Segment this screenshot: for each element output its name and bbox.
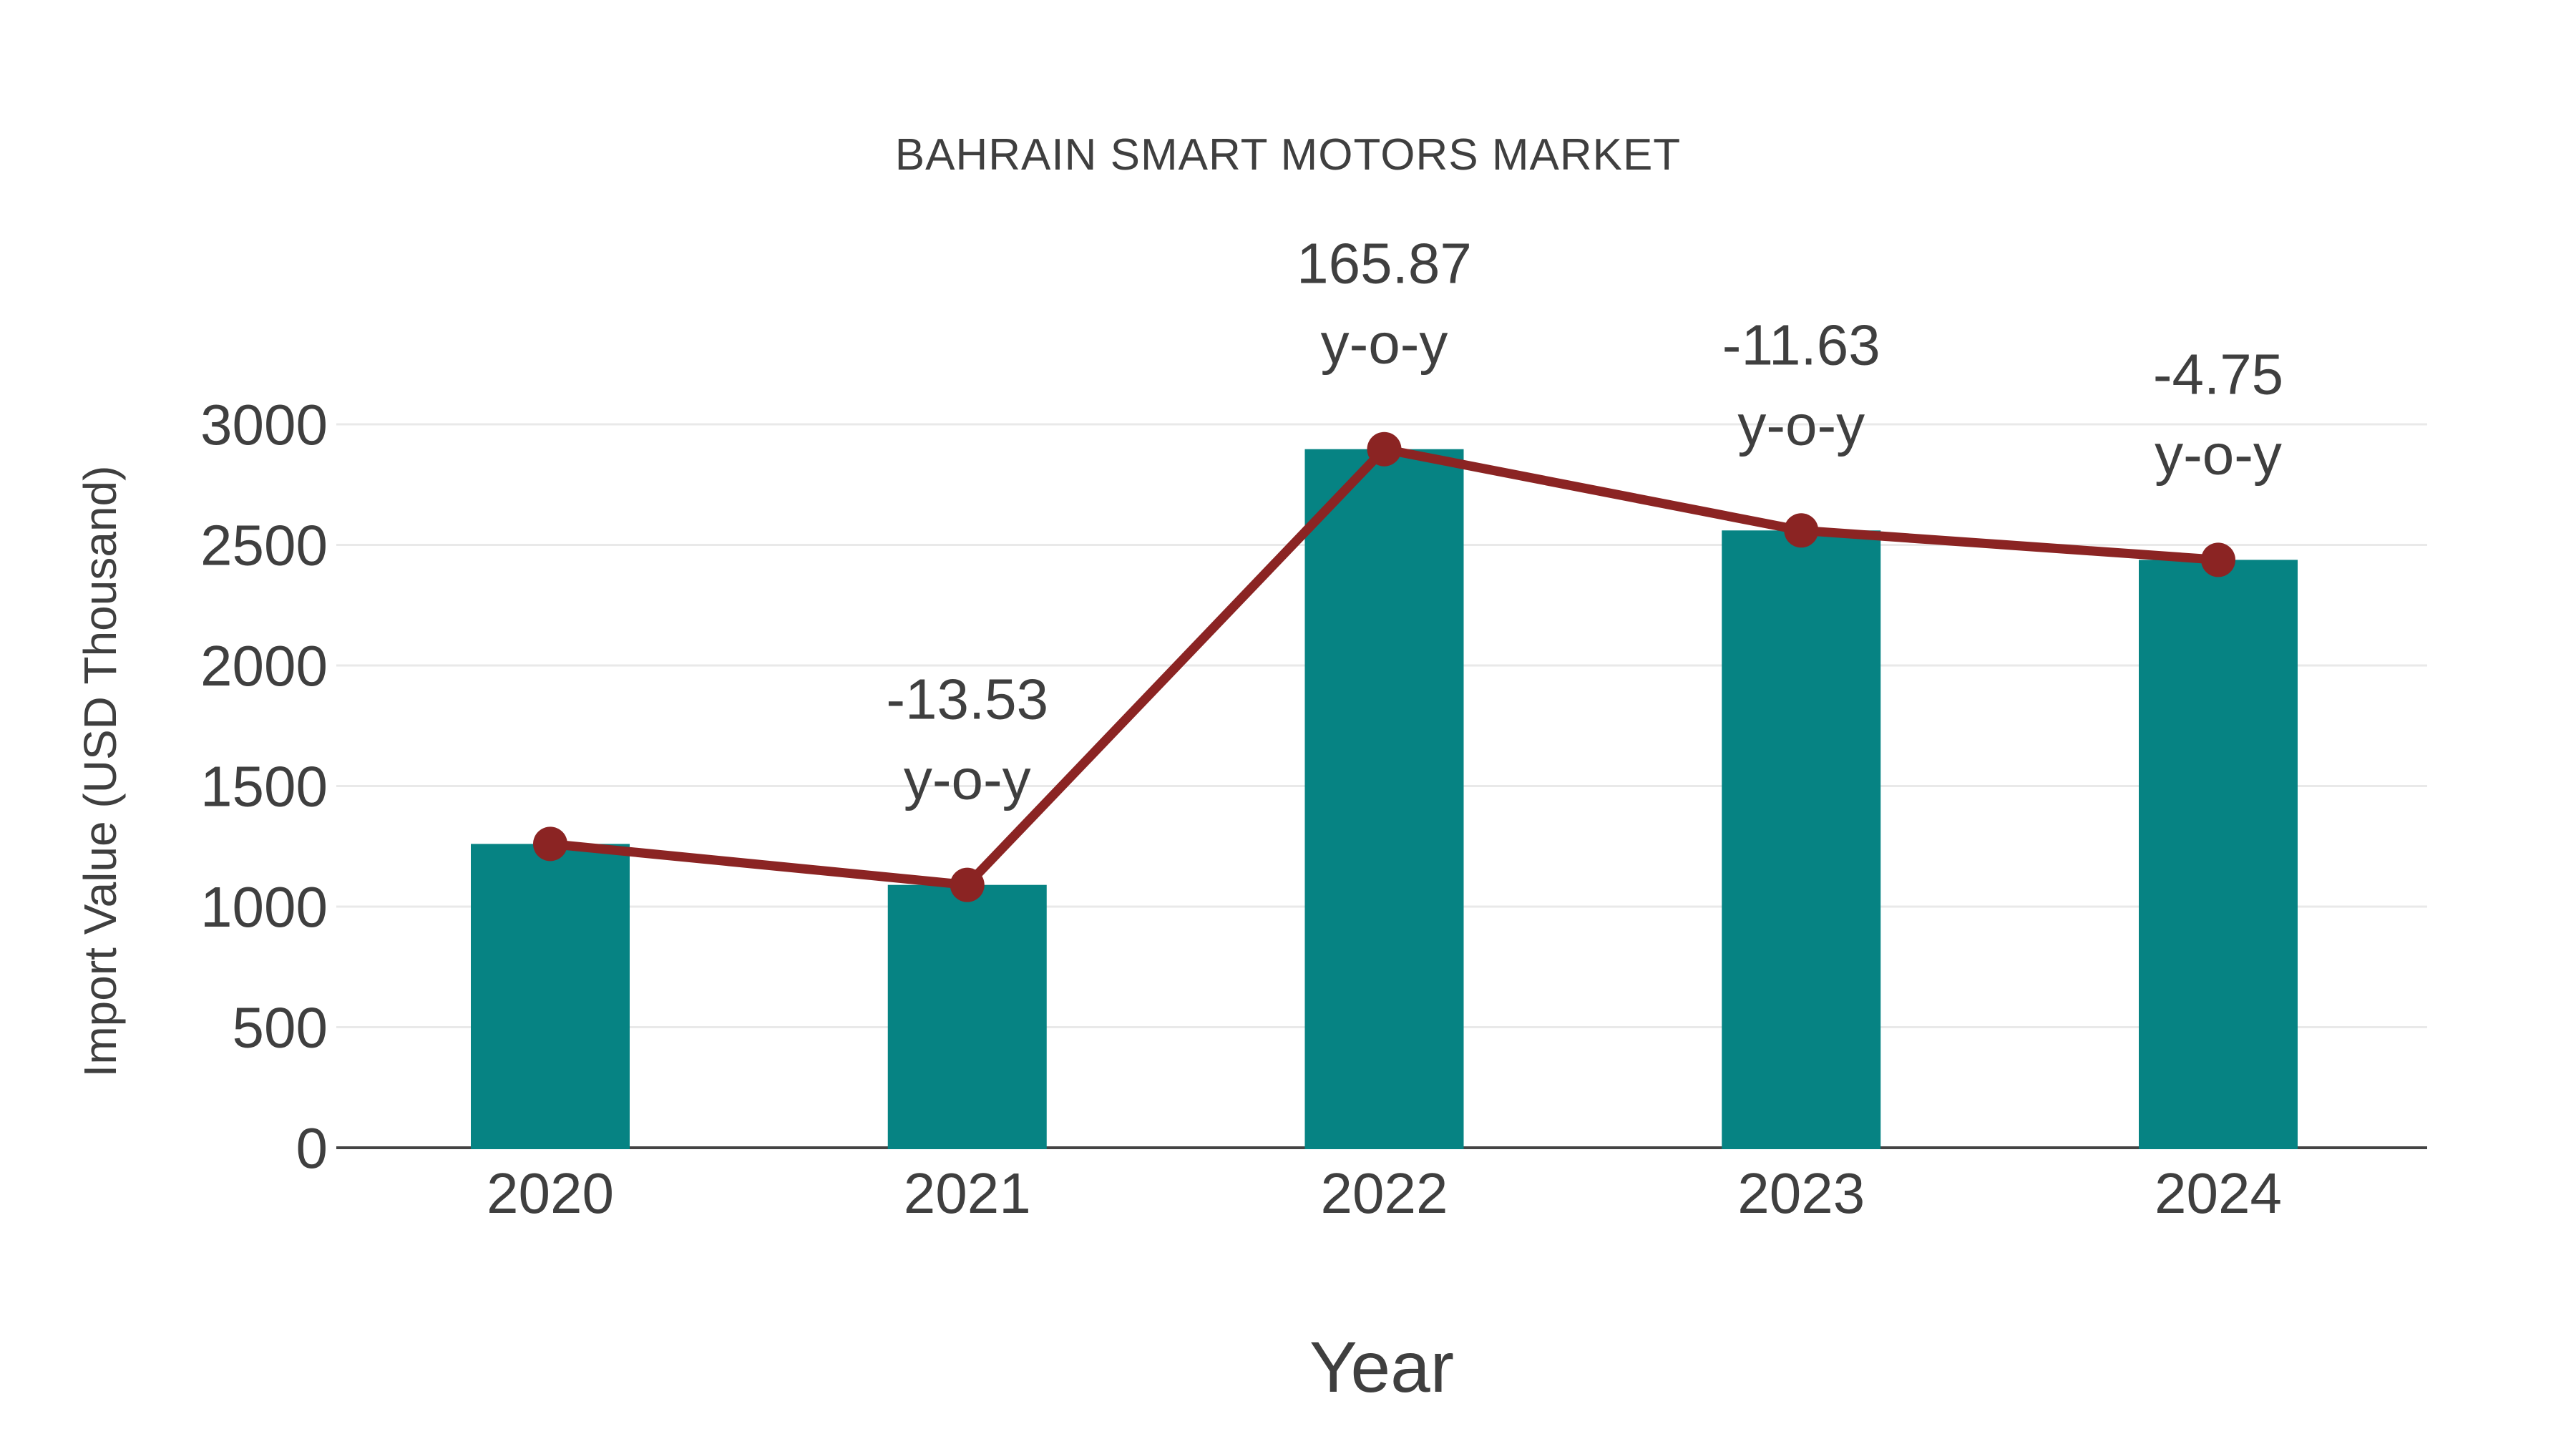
x-axis-tick-label: 2021 (904, 1161, 1031, 1225)
annotation-unit-2023: y-o-y (1737, 393, 1865, 457)
annotation-value-2021: -13.53 (886, 668, 1048, 731)
x-axis-title: Year (1309, 1327, 1454, 1407)
x-axis-tick-label: 2020 (487, 1161, 614, 1225)
y-axis-tick-label: 0 (296, 1116, 328, 1180)
annotation-unit-2022: y-o-y (1321, 312, 1448, 376)
y-axis-title: Import Value (USD Thousand) (74, 466, 126, 1078)
annotation-value-2023: -11.63 (1722, 313, 1880, 376)
y-axis-tick-label: 1500 (200, 755, 328, 819)
x-axis-tick-label: 2024 (2155, 1161, 2282, 1225)
y-axis-tick-label: 500 (233, 996, 328, 1060)
data-point-marker-2020 (533, 826, 567, 862)
x-axis-tick-label: 2023 (1737, 1161, 1865, 1225)
y-axis-tick-label: 3000 (200, 393, 328, 457)
bar-2021 (887, 884, 1047, 1149)
data-point-marker-2021 (950, 867, 985, 902)
data-point-marker-2022 (1367, 431, 1402, 467)
annotation-value-2024: -4.75 (2153, 342, 2283, 406)
y-axis-tick-label: 2500 (200, 514, 328, 577)
y-axis-tick-label: 1000 (200, 875, 328, 939)
bar-2024 (2139, 560, 2298, 1149)
data-point-marker-2023 (1784, 513, 1819, 548)
chart-title: BAHRAIN SMART MOTORS MARKET (894, 130, 1682, 180)
bar-2020 (471, 844, 630, 1149)
annotation-value-2022: 165.87 (1297, 232, 1472, 296)
data-point-marker-2024 (2201, 542, 2235, 577)
annotation-unit-2024: y-o-y (2155, 422, 2282, 486)
x-axis-tick-label: 2022 (1321, 1161, 1448, 1225)
y-axis-tick-label: 2000 (200, 634, 328, 698)
bar-2022 (1304, 449, 1464, 1149)
bar-2023 (1722, 530, 1881, 1149)
annotation-unit-2021: y-o-y (904, 748, 1031, 811)
